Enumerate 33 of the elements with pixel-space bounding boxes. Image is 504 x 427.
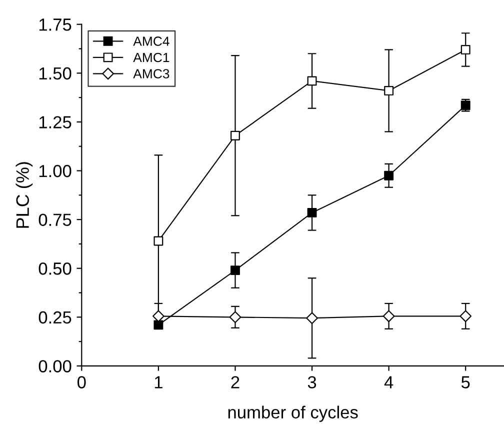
point — [460, 310, 472, 322]
point — [384, 86, 394, 96]
y-tick-label: 1.50 — [39, 67, 72, 80]
y-tick-label: 0.00 — [38, 360, 72, 372]
point — [230, 266, 240, 276]
point — [154, 236, 164, 246]
legend-label: AMC1 — [133, 52, 170, 62]
point — [306, 312, 318, 324]
y-tick-label: 0.25 — [38, 311, 72, 324]
point — [229, 311, 242, 324]
x-tick-label: 2 — [231, 376, 240, 388]
point — [152, 310, 164, 322]
legend-label: AMC4 — [133, 36, 170, 46]
x-axis-title: number of cycles — [228, 406, 358, 422]
point — [384, 170, 394, 180]
x-tick-label: 3 — [308, 376, 316, 388]
x-tick-label: 5 — [461, 376, 470, 388]
x-tick-label: 0 — [78, 376, 86, 388]
y-tick-label: 1.25 — [39, 116, 72, 128]
point — [154, 320, 164, 330]
y-tick-label: 1.75 — [39, 18, 72, 31]
point — [382, 310, 395, 322]
point — [307, 76, 317, 86]
y-tick-label: 0.50 — [38, 262, 72, 275]
y-tick-label: 0.75 — [38, 214, 72, 226]
legend-label: AMC3 — [133, 69, 170, 78]
point — [460, 44, 470, 54]
point — [230, 130, 240, 140]
y-tick-label: 1.00 — [39, 164, 72, 178]
point — [307, 208, 317, 218]
x-tick-label: 1 — [154, 376, 162, 388]
x-tick-label: 4 — [384, 376, 394, 388]
y-axis-title: PLC (%) — [16, 162, 33, 228]
